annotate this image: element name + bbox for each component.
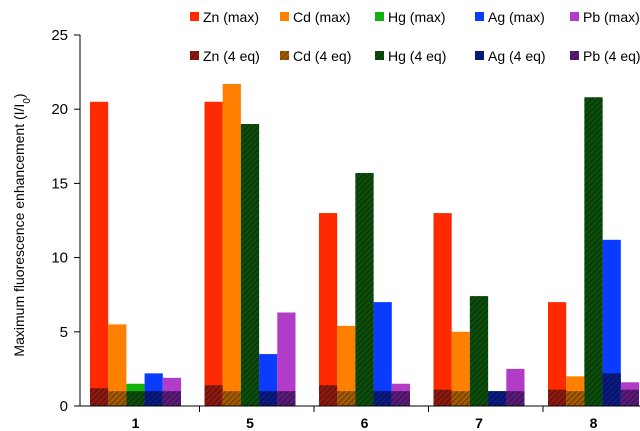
legend-swatch	[190, 51, 199, 60]
legend-swatch	[570, 51, 579, 60]
legend-label: Hg (4 eq)	[388, 48, 446, 64]
x-category-label: 8	[590, 415, 598, 431]
y-tick-label: 20	[51, 101, 68, 118]
y-tick-label: 25	[51, 27, 68, 44]
legend-label: Ag (4 eq)	[488, 48, 546, 64]
y-axis-title: Maximum fluorescence enhancement (I/I0)	[11, 93, 33, 356]
y-axis-title-main: Maximum fluorescence enhancement (I/I	[11, 104, 27, 357]
y-tick-label: 10	[51, 250, 68, 267]
bar-cd-4-eq--cat-1	[108, 391, 127, 406]
bar-cd-4-eq--cat-7	[451, 391, 470, 406]
bar-cd-max--cat-7	[451, 331, 470, 406]
bar-ag-4-eq--cat-7	[488, 391, 507, 406]
bar-zn-4-eq--cat-1	[90, 388, 109, 406]
bar-pb-4-eq--cat-7	[506, 391, 525, 406]
bar-hg-4-eq--cat-1	[126, 391, 145, 406]
bar-ag-max--cat-6	[373, 302, 392, 406]
bar-pb-4-eq--cat-8	[620, 389, 639, 406]
bar-zn-max--cat-7	[433, 213, 452, 406]
y-tick-label: 0	[60, 398, 68, 415]
bar-ag-max--cat-8	[602, 239, 621, 406]
bar-cd-max--cat-1	[108, 324, 127, 406]
x-category-label: 7	[475, 415, 483, 431]
y-tick-label: 5	[60, 324, 68, 341]
legend: Zn (max) Cd (max) Hg (max) Ag (max) Pb (max)…	[190, 9, 640, 64]
bar-zn-max--cat-6	[319, 213, 338, 406]
y-axis-title-subscript: 0	[22, 98, 33, 104]
legend-label: Cd (max)	[293, 9, 351, 25]
x-category-label: 5	[246, 415, 254, 431]
x-category-label: 1	[132, 415, 140, 431]
legend-label: Zn (max)	[203, 9, 259, 25]
bar-zn-4-eq--cat-6	[319, 385, 338, 406]
bar-pb-4-eq--cat-1	[162, 391, 181, 406]
bar-pb-4-eq--cat-5	[277, 391, 296, 406]
bar-hg-4-eq--cat-5	[240, 124, 260, 406]
legend-label: Zn (4 eq)	[203, 48, 260, 64]
bar-cd-4-eq--cat-5	[222, 391, 241, 406]
category-labels-group: 1 5 6 7 8	[132, 406, 598, 431]
bars-group	[90, 83, 639, 407]
bar-zn-4-eq--cat-8	[548, 389, 567, 406]
bar-zn-max--cat-8	[548, 302, 567, 406]
y-tick-label: 15	[51, 175, 68, 192]
legend-swatch	[570, 12, 579, 21]
bar-zn-4-eq--cat-5	[204, 385, 223, 406]
legend-label: Hg (max)	[388, 9, 446, 25]
bar-zn-4-eq--cat-7	[433, 389, 452, 406]
y-ticks-group: 0 5 10 15 20 25	[51, 27, 80, 415]
legend-label: Pb (4 eq)	[583, 48, 640, 64]
legend-swatch	[280, 51, 289, 60]
axes-group	[79, 35, 640, 407]
bar-cd-4-eq--cat-8	[566, 391, 585, 406]
legend-label: Ag (max)	[488, 9, 545, 25]
legend-label: Pb (max)	[583, 9, 640, 25]
bar-hg-4-eq--cat-8	[584, 97, 603, 406]
bar-hg-4-eq--cat-6	[355, 173, 374, 406]
bar-pb-max--cat-5	[277, 312, 296, 406]
bar-zn-max--cat-5	[204, 101, 223, 406]
x-category-label: 6	[361, 415, 369, 431]
bar-ag-4-eq--cat-6	[373, 391, 392, 406]
legend-swatch	[280, 12, 289, 21]
legend-swatch	[475, 12, 484, 21]
bar-zn-max--cat-1	[90, 101, 109, 406]
legend-swatch	[375, 51, 384, 60]
legend-swatch	[475, 51, 484, 60]
bar-pb-4-eq--cat-6	[391, 391, 410, 406]
bar-cd-max--cat-5	[222, 83, 241, 407]
bar-ag-4-eq--cat-5	[259, 391, 278, 406]
bar-ag-4-eq--cat-1	[144, 391, 163, 406]
bar-ag-4-eq--cat-8	[602, 373, 621, 406]
legend-swatch	[375, 12, 384, 21]
legend-label: Cd (4 eq)	[293, 48, 351, 64]
bar-cd-max--cat-6	[337, 325, 356, 406]
bar-hg-4-eq--cat-7	[469, 296, 489, 406]
bar-cd-4-eq--cat-6	[337, 391, 356, 406]
legend-swatch	[190, 12, 199, 21]
y-axis-title-close: )	[11, 93, 27, 98]
